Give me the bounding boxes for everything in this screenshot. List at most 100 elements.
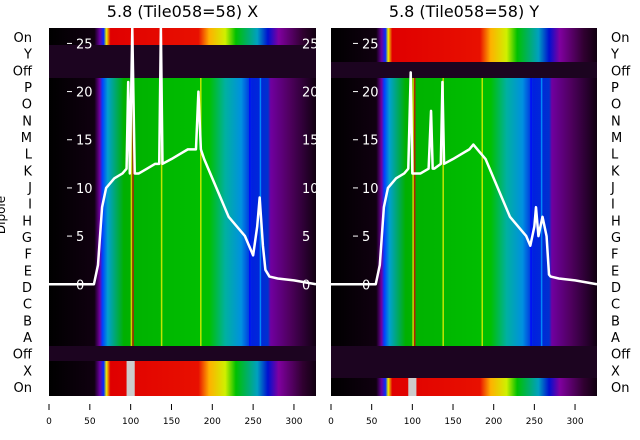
y-tick-label-secondary: 10 — [302, 182, 319, 197]
row-label: G — [611, 231, 621, 246]
row-label: M — [611, 131, 622, 146]
spectrum-line — [49, 26, 317, 286]
y-tick-label: 20 — [76, 86, 93, 101]
row-label: G — [22, 231, 32, 246]
heatmap-streak — [130, 78, 133, 346]
row-label: J — [27, 181, 32, 196]
row-label: On — [611, 31, 629, 46]
row-label: L — [611, 148, 619, 163]
row-label: On — [14, 31, 32, 46]
y-tick-label: 25 — [76, 37, 93, 52]
x-tick-label: 150 — [163, 417, 180, 427]
row-label: B — [611, 314, 620, 329]
x-tick-label: 300 — [566, 417, 583, 427]
y-tick-label: 15 — [76, 134, 93, 149]
y-tick-label-secondary: 20 — [302, 86, 319, 101]
row-label: P — [24, 81, 32, 96]
row-label: O — [611, 98, 621, 113]
x-tick-label: 100 — [122, 417, 139, 427]
heatmap-band-red — [49, 28, 316, 45]
row-label: On — [611, 381, 629, 396]
y-tick-label: 20 — [362, 86, 379, 101]
row-label: Y — [610, 48, 619, 63]
y-tick-label-secondary: 25 — [302, 37, 319, 52]
row-label: N — [22, 114, 32, 129]
row-label: E — [611, 264, 619, 279]
row-label: I — [28, 198, 32, 213]
x-tick-label: 250 — [245, 417, 262, 427]
row-label: D — [22, 281, 32, 296]
y-tick-label: 0 — [362, 278, 370, 293]
heatmap-streak — [132, 78, 134, 346]
y-tick-label-secondary: 5 — [302, 230, 310, 245]
row-label: L — [25, 148, 33, 163]
row-label: Off — [13, 348, 33, 363]
row-label: Off — [611, 64, 631, 79]
heatmap-streak — [413, 78, 416, 346]
y-tick-label-secondary: 15 — [302, 134, 319, 149]
heatmap-band-dark — [49, 346, 316, 361]
row-label: X — [611, 364, 620, 379]
heatmap-streak — [200, 78, 202, 346]
x-tick-label: 50 — [366, 417, 378, 427]
y-tick-label: 5 — [76, 230, 84, 245]
chart-title: 5.8 (Tile058=58) X — [107, 2, 258, 21]
y-axis-label: Dipole — [0, 196, 8, 234]
y-tick-label: 25 — [362, 37, 379, 52]
row-label: A — [611, 331, 620, 346]
heatmap-streak — [442, 78, 444, 346]
y-tick-label: 0 — [76, 278, 84, 293]
heatmap-streak — [540, 78, 543, 346]
row-label: C — [23, 298, 32, 313]
x-tick-label: 150 — [444, 417, 461, 427]
heatmap-streak — [160, 78, 163, 346]
row-label: D — [611, 281, 621, 296]
heatmap-band-green — [331, 78, 597, 346]
spectrum-line — [331, 71, 598, 286]
row-label: J — [610, 181, 615, 196]
y-tick-label: 5 — [362, 230, 370, 245]
row-label: A — [23, 331, 32, 346]
row-label: H — [22, 214, 32, 229]
y-tick-label-secondary: 0 — [302, 278, 310, 293]
row-label: Y — [23, 48, 32, 63]
x-tick-label: 50 — [84, 417, 96, 427]
y-tick-label: 10 — [76, 182, 93, 197]
row-label: N — [611, 114, 621, 129]
heatmap-streak — [412, 78, 414, 346]
y-tick-label: 15 — [362, 134, 379, 149]
heatmap-streak — [530, 78, 532, 346]
heatmap-saturated-patch — [408, 378, 417, 396]
y-tick-label: 10 — [362, 182, 379, 197]
row-label: M — [21, 131, 32, 146]
row-label: P — [611, 81, 619, 96]
heatmap-band-dark — [331, 346, 597, 378]
row-label: K — [23, 164, 32, 179]
heatmap-saturated-patch — [126, 361, 135, 396]
row-label: Off — [611, 348, 631, 363]
heatmap-streak — [249, 78, 251, 346]
row-label: K — [611, 164, 620, 179]
heatmap-band-green — [49, 78, 316, 346]
row-label: O — [22, 98, 32, 113]
row-label: I — [611, 198, 615, 213]
x-tick-label: 0 — [46, 417, 52, 427]
row-label: H — [611, 214, 621, 229]
heatmap-band-red — [331, 378, 597, 396]
row-label: X — [23, 364, 32, 379]
heatmap-band-dark — [49, 45, 316, 78]
heatmap-streak — [481, 78, 483, 346]
x-tick-label: 300 — [285, 417, 302, 427]
row-label: On — [14, 381, 32, 396]
heatmap-band-dark — [331, 62, 597, 78]
x-tick-label: 250 — [526, 417, 543, 427]
heatmap-band-red — [49, 361, 316, 396]
x-tick-label: 100 — [404, 417, 421, 427]
x-tick-label: 200 — [204, 417, 221, 427]
row-label: F — [611, 248, 618, 263]
row-label: F — [25, 248, 32, 263]
chart-title: 5.8 (Tile058=58) Y — [389, 2, 539, 21]
row-label: B — [23, 314, 32, 329]
